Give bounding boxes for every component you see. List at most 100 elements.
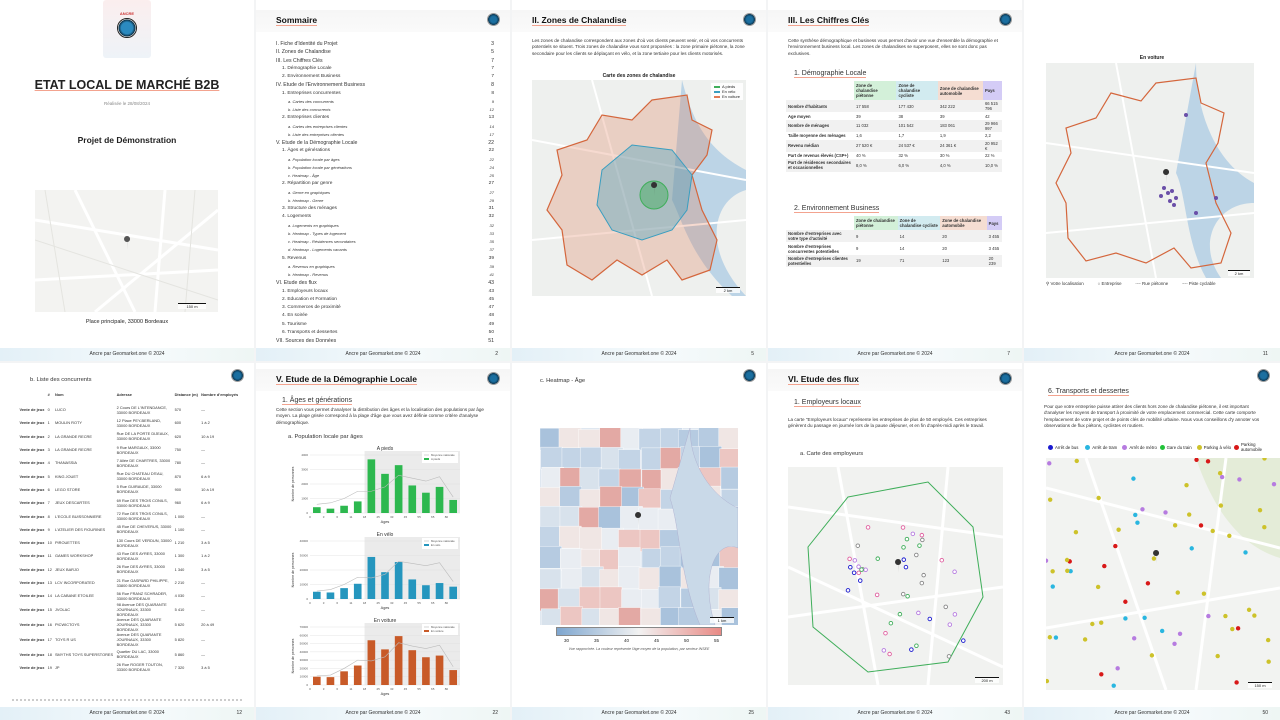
toc-item[interactable]: VI. Etude des flux 43 — [276, 279, 494, 287]
toc-item[interactable]: b. Liste des entreprises clientes 17 — [276, 131, 494, 139]
transport-map[interactable]: 150 m — [1046, 458, 1280, 690]
cell: Vente de jeux — [19, 473, 45, 479]
employer-marker — [852, 558, 858, 563]
bar — [449, 670, 457, 685]
toc-item[interactable]: b. Population locale par générations 24 — [276, 164, 494, 172]
toc-item[interactable]: b. Liste des concurrents 12 — [276, 106, 494, 114]
location-map[interactable]: 150 m — [35, 190, 218, 312]
transport-marker — [1189, 546, 1194, 551]
bar — [353, 583, 362, 599]
page-transports[interactable]: 6. Transports et dessertes Pour que votr… — [1024, 363, 1280, 720]
x-tick-label: 65 — [431, 687, 435, 691]
cell: 14 — [47, 593, 52, 599]
logo-icon — [231, 369, 244, 382]
chart-title: En voiture — [374, 618, 397, 624]
transport-marker — [1111, 683, 1116, 688]
y-tick-label: 1000 — [301, 497, 308, 501]
toc-item[interactable]: 5. Tourisme 49 — [276, 321, 494, 329]
transport-marker — [1234, 680, 1239, 685]
table-row: Vente de jeux 5 KING JOUET Rue DU CHATEAU D… — [18, 469, 240, 482]
toc-item[interactable]: c. Heatmap - Âge 25 — [276, 172, 494, 180]
page-flux[interactable]: VI. Etude des flux 1. Employeurs locaux … — [768, 363, 1022, 720]
x-tick-label: 11 — [349, 515, 352, 519]
age-heatmap[interactable]: 1 km — [540, 428, 738, 625]
toc-item[interactable]: a. Revenus en graphiques 39 — [276, 263, 494, 271]
toc-item[interactable]: 2. Entreprises clientes 13 — [276, 114, 494, 122]
cell-value: 10,0 % — [982, 159, 1002, 172]
toc-label: 6. Transports et dessertes — [282, 329, 338, 335]
toc-item[interactable]: 4. Logements 32 — [276, 213, 494, 221]
cell: Vente de jeux — [19, 637, 45, 643]
toc-item[interactable]: a. Population locale par âges 22 — [276, 156, 494, 164]
table-row: Vente de jeux 4 THANASSIA 7 Allée DE CHARTR… — [18, 456, 240, 469]
river — [669, 428, 738, 625]
toc-item[interactable]: 2. Environnement Business 7 — [276, 73, 494, 81]
colorbar-tick: 45 — [654, 638, 660, 643]
cell: 900 — [174, 486, 182, 492]
page-cover[interactable]: ANCRE ETAT LOCAL DE MARCHÉ B2B Réalisée … — [0, 0, 254, 361]
toc-item[interactable]: I. Fiche d'Identité du Projet 3 — [276, 40, 494, 48]
map-legend: A pieds En vélo En voiture — [710, 83, 743, 100]
intro-text: Pour que votre entreprise puisse attirer… — [1044, 404, 1260, 428]
toc-item[interactable]: d. Heatmap - Logements vacants 37 — [276, 246, 494, 254]
zones-map[interactable]: A pieds En vélo En voiture 2 km — [532, 80, 746, 296]
toc-item[interactable]: a. Cartes des concurrents 9 — [276, 98, 494, 106]
toc-item[interactable]: 1. Entreprises concurrentes 8 — [276, 90, 494, 98]
toc-item[interactable]: a. Genre en graphiques 27 — [276, 189, 494, 197]
table-row: Part de revenus élevés (CSP+) 40 % 32 % 30 … — [786, 152, 1002, 159]
toc-item[interactable]: b. Heatmap - Types de logement 33 — [276, 230, 494, 238]
cell-value: 22 % — [984, 153, 995, 159]
page-demographie[interactable]: V. Etude de la Démographie Locale 1. Âge… — [256, 363, 510, 720]
toc-page: 17 — [489, 131, 494, 137]
column-header: Zone de chalandise piétonne — [854, 81, 897, 100]
toc-item[interactable]: VII. Sources des Données 51 — [276, 337, 494, 345]
cell: 1 à 2 — [201, 553, 210, 559]
cell: JVOLAC — [54, 607, 71, 613]
cell: 6 — [47, 486, 50, 492]
toc-item[interactable]: 3. Commerces de proximité 47 — [276, 304, 494, 312]
cell: 130 Cours DE VERDUN, 33000 BORDEAUX — [116, 537, 172, 548]
table-row: Nombre d'entreprises concurrentes potent… — [786, 242, 1002, 254]
toc-item[interactable]: a. Cartes des entreprises clientes 14 — [276, 123, 494, 131]
toc-item[interactable]: b. Heatmap - Genre 29 — [276, 197, 494, 205]
toc-item[interactable]: c. Heatmap - Résidences secondaires 35 — [276, 238, 494, 246]
page-zones[interactable]: II. Zones de Chalandise Les zones de cha… — [512, 0, 766, 361]
toc-item[interactable]: 1. Âges et générations 22 — [276, 147, 494, 155]
toc-item[interactable]: 1. Employeurs locaux 43 — [276, 288, 494, 296]
competitors-map[interactable]: 2 km — [1046, 63, 1254, 278]
heatmap-caption: Vue rapprochée. La couleur représente l'… — [568, 647, 710, 651]
toc-item[interactable]: 1. Démographie Locale 7 — [276, 65, 494, 73]
cell: Vente de jeux — [19, 580, 45, 585]
toc-item[interactable]: IV. Etude de l'Environnement Business 8 — [276, 81, 494, 89]
toc-item[interactable]: a. Logements en graphiques 32 — [276, 222, 494, 230]
cell: — — [201, 607, 206, 613]
cover-address: Place principale, 33000 Bordeaux — [85, 319, 169, 325]
toc-item[interactable]: III. Les Chiffres Clés 7 — [276, 57, 494, 65]
y-tick-label: 70000 — [300, 625, 309, 629]
toc-item[interactable]: 2. Education et Formation 45 — [276, 296, 494, 304]
toc-item[interactable]: 2. Répartition par genre 27 — [276, 180, 494, 188]
toc-item[interactable]: 5. Revenus 39 — [276, 255, 494, 263]
page-sommaire[interactable]: Sommaire I. Fiche d'Identité du Projet 3 I… — [256, 0, 510, 361]
toc-item[interactable]: V. Etude de la Démographie Locale 22 — [276, 139, 494, 147]
table-row: Vente de jeux 14 LA CABANE ETOILEE 56 Rue F… — [18, 589, 240, 602]
section-heading: b. Liste des concurrents — [30, 377, 92, 383]
bar — [408, 579, 417, 599]
employers-map[interactable]: 200 m — [788, 467, 1003, 685]
toc-item[interactable]: 4. En soirée 48 — [276, 312, 494, 320]
toc-item[interactable]: b. Heatmap - Revenus 41 — [276, 271, 494, 279]
transport-marker — [1262, 458, 1267, 461]
cell: Vente de jeux — [19, 407, 45, 413]
page-liste-concurrents[interactable]: b. Liste des concurrents # Nom Adresse Dist… — [0, 363, 254, 720]
toc-item[interactable]: II. Zones de Chalandise 5 — [276, 48, 494, 56]
transport-marker — [1149, 653, 1155, 658]
page-carte-voiture[interactable]: En voiture 2 km ⚲ Votre localisation ○ E… — [1024, 0, 1280, 361]
employer-marker — [856, 564, 861, 569]
cell-value: 30 % — [939, 153, 950, 159]
page-chiffres-cles[interactable]: III. Les Chiffres Clés Cette synthèse dé… — [768, 0, 1022, 361]
page-heatmap-age[interactable]: c. Heatmap - Âge 1 km 30 35 40 45 50 55 Vue r… — [512, 363, 766, 720]
toc-item[interactable]: 3. Structure des ménages 31 — [276, 205, 494, 213]
toc-item[interactable]: 6. Transports et dessertes 50 — [276, 329, 494, 337]
x-tick-label: 6 — [336, 601, 338, 605]
map-scale: 150 m — [178, 302, 206, 309]
